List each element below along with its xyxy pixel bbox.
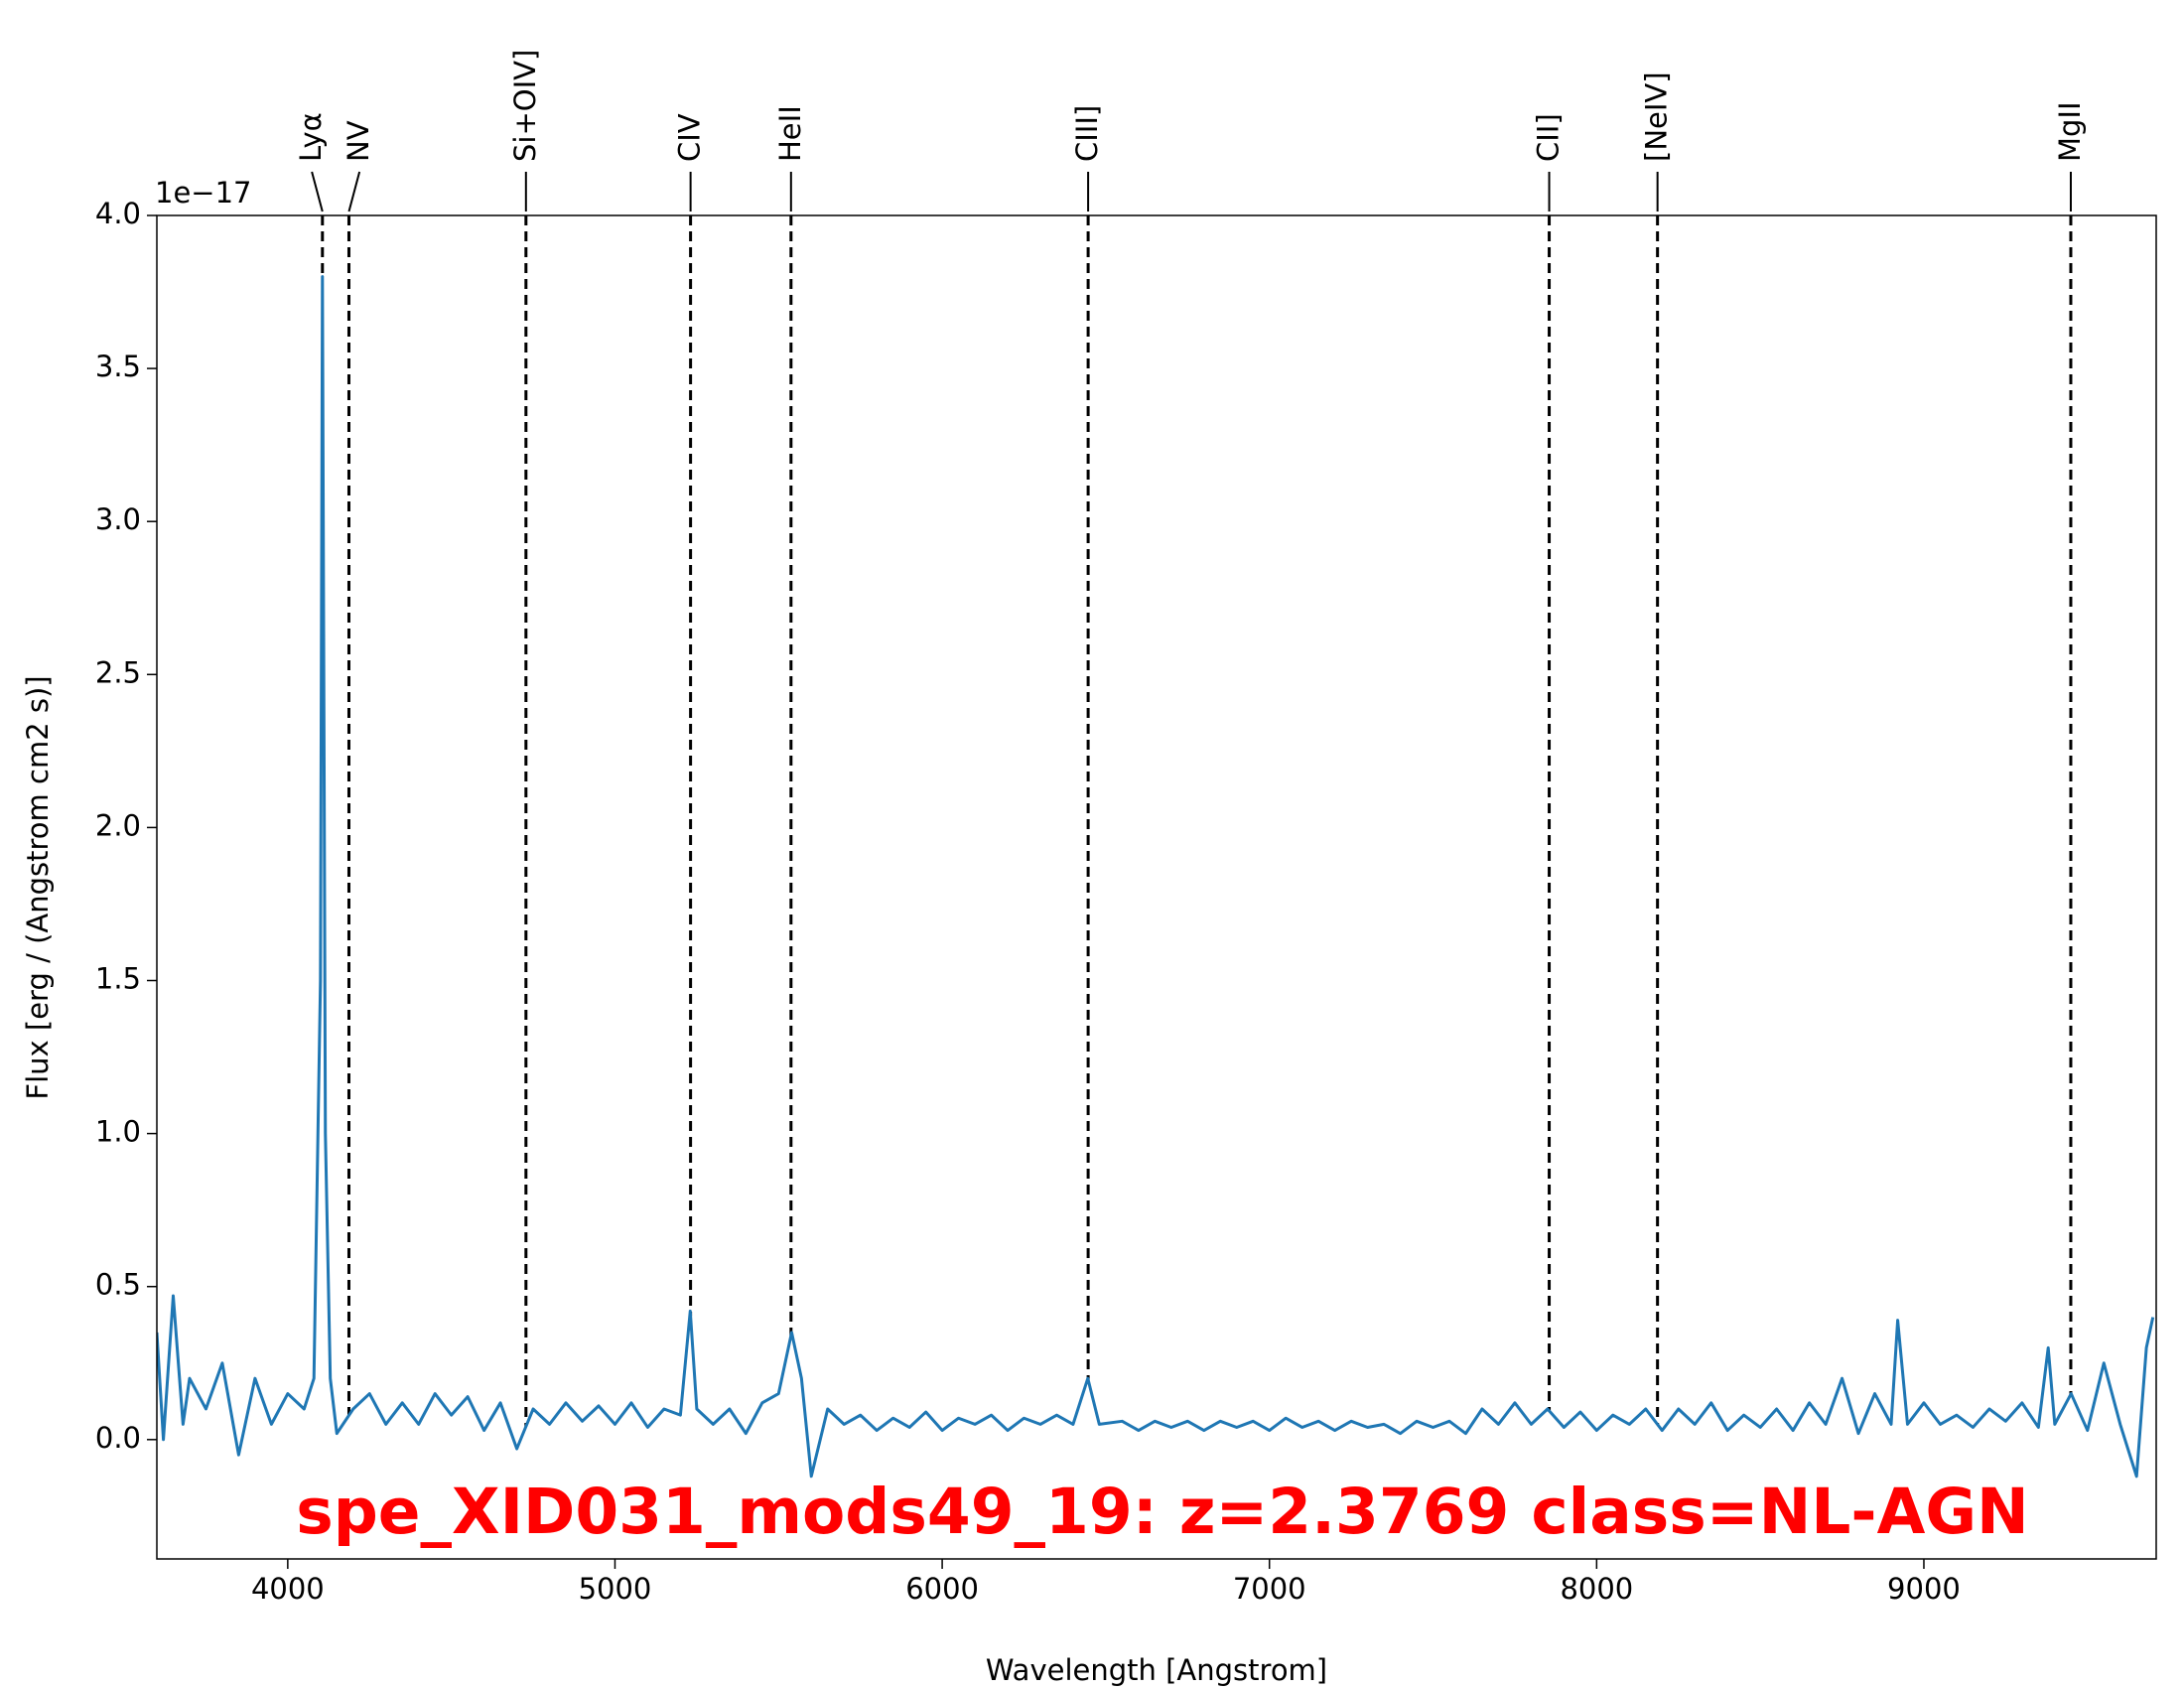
y-tick-label: 4.0: [95, 197, 141, 230]
emission-line-label: CIV: [673, 113, 707, 162]
y-tick-label: 3.5: [95, 350, 141, 383]
x-tick-label: 8000: [1560, 1572, 1633, 1606]
emission-line-label: Lyα: [294, 112, 328, 162]
y-tick-label: 2.5: [95, 655, 141, 689]
x-tick-label: 5000: [579, 1572, 652, 1606]
chart-title: spe_XID031_mods49_19: z=2.3769 class=NL-…: [296, 1476, 2029, 1548]
emission-line-label: CIII]: [1070, 105, 1104, 162]
x-tick-label: 7000: [1233, 1572, 1306, 1606]
label-connector: [347, 171, 361, 212]
emission-line-label: HeII: [773, 105, 807, 162]
y-offset-label: 1e−17: [155, 176, 252, 210]
y-tick-label: 0.5: [95, 1268, 141, 1302]
emission-line-label: NV: [341, 120, 375, 162]
plot-frame: [156, 214, 2157, 1560]
y-tick-label: 1.5: [95, 962, 141, 996]
x-tick-label: 9000: [1887, 1572, 1961, 1606]
y-tick-label: 2.0: [95, 808, 141, 842]
y-tick-label: 1.0: [95, 1115, 141, 1149]
y-tick-label: 3.0: [95, 502, 141, 536]
spectrum-line: [157, 275, 2155, 1479]
y-axis-label: Flux [erg / (Angstrom cm2 s)]: [21, 675, 55, 1099]
x-tick-label: 4000: [251, 1572, 325, 1606]
emission-line-label: Si+OIV]: [508, 50, 542, 162]
emission-line-label: CII]: [1532, 113, 1566, 162]
label-connector: [311, 171, 324, 212]
y-tick-label: 0.0: [95, 1421, 141, 1455]
x-tick-label: 6000: [905, 1572, 979, 1606]
x-axis-label: Wavelength [Angstrom]: [986, 1653, 1327, 1687]
emission-line-label: [NeIV]: [1640, 71, 1674, 162]
emission-line-label: MgII: [2053, 101, 2087, 162]
